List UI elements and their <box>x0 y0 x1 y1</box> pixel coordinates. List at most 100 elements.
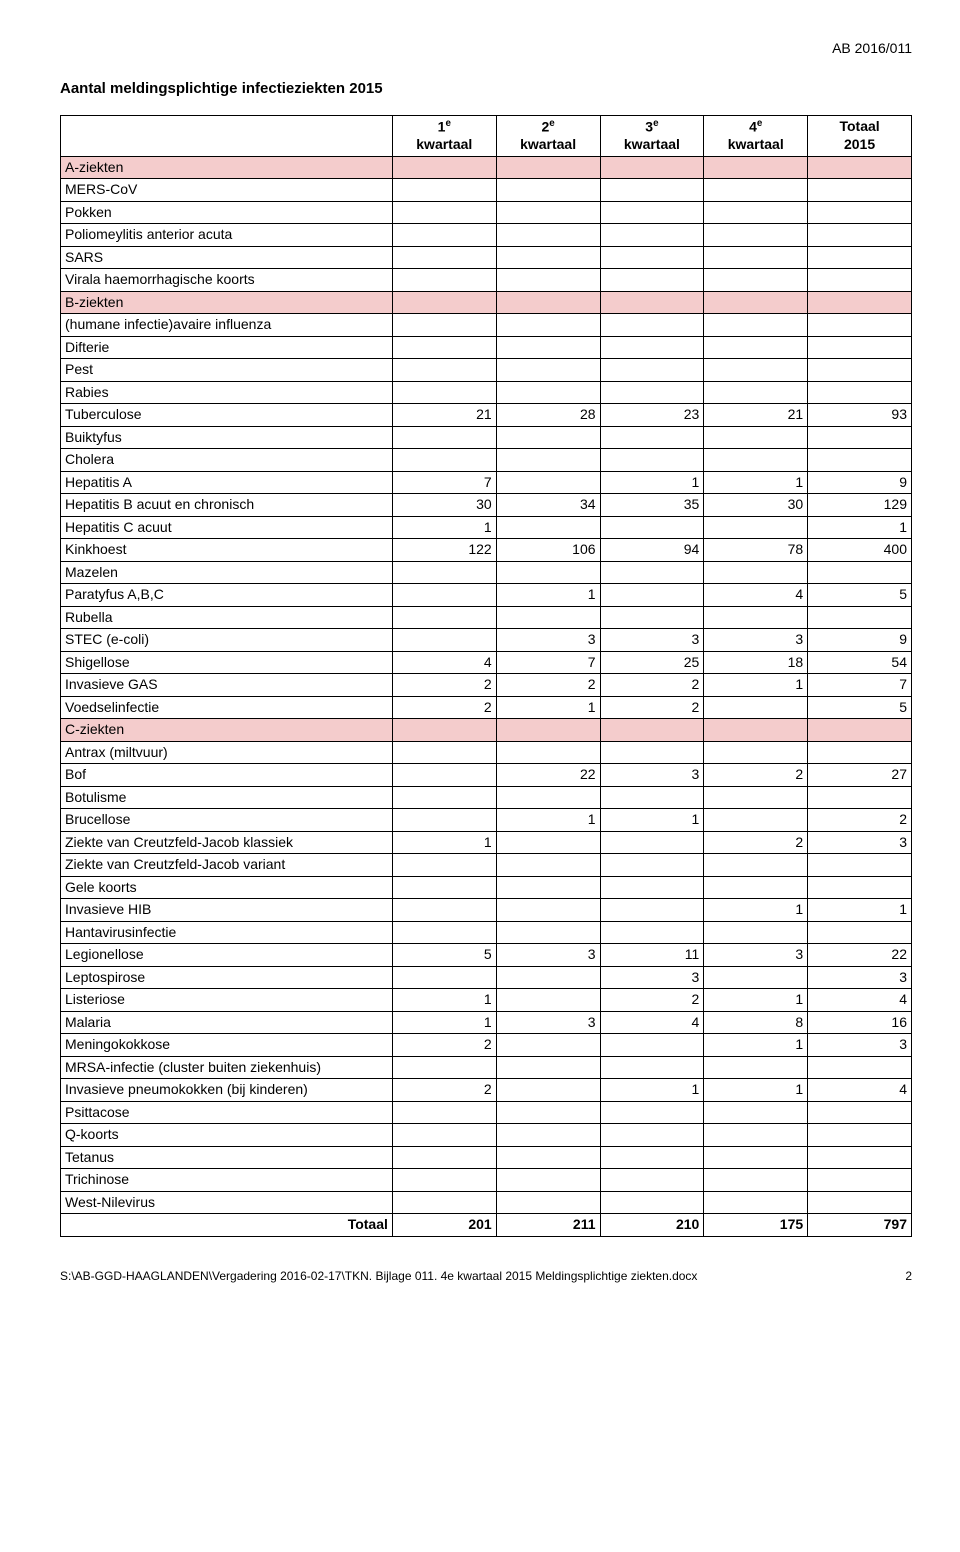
cell-value <box>392 224 496 247</box>
row-label: Invasieve GAS <box>61 674 393 697</box>
cell-value <box>392 899 496 922</box>
cell-value: 2 <box>392 674 496 697</box>
cell-value <box>704 786 808 809</box>
row-label: Trichinose <box>61 1169 393 1192</box>
cell-value <box>496 336 600 359</box>
table-row: Malaria134816 <box>61 1011 912 1034</box>
cell-value <box>496 269 600 292</box>
table-row: Buiktyfus <box>61 426 912 449</box>
cell-value: 3 <box>600 629 704 652</box>
cell-value: 129 <box>808 494 912 517</box>
row-label: MRSA-infectie (cluster buiten ziekenhuis… <box>61 1056 393 1079</box>
row-label: Malaria <box>61 1011 393 1034</box>
row-label: Virala haemorrhagische koorts <box>61 269 393 292</box>
cell-value <box>704 561 808 584</box>
cell-value: 11 <box>600 944 704 967</box>
cell-value: 106 <box>496 539 600 562</box>
cell-value <box>704 719 808 742</box>
cell-value: 2 <box>392 696 496 719</box>
row-label: B-ziekten <box>61 291 393 314</box>
cell-value <box>704 314 808 337</box>
cell-value <box>496 719 600 742</box>
cell-value: 2 <box>808 809 912 832</box>
cell-value <box>704 809 808 832</box>
table-row: Difterie <box>61 336 912 359</box>
cell-value <box>496 561 600 584</box>
cell-value: 1 <box>600 471 704 494</box>
cell-value <box>704 1056 808 1079</box>
cell-value <box>600 1169 704 1192</box>
cell-value <box>392 809 496 832</box>
cell-value: 1 <box>704 899 808 922</box>
col-header-q3: 3ekwartaal <box>600 116 704 157</box>
cell-value <box>808 719 912 742</box>
table-row: Legionellose5311322 <box>61 944 912 967</box>
cell-value <box>392 201 496 224</box>
cell-value <box>808 1124 912 1147</box>
cell-value: 1 <box>704 674 808 697</box>
cell-value <box>600 336 704 359</box>
data-table: 1ekwartaal 2ekwartaal 3ekwartaal 4ekwart… <box>60 115 912 1237</box>
cell-value <box>808 606 912 629</box>
row-label: Invasieve pneumokokken (bij kinderen) <box>61 1079 393 1102</box>
cell-value <box>496 786 600 809</box>
cell-value <box>496 291 600 314</box>
cell-value <box>704 1169 808 1192</box>
cell-value <box>808 179 912 202</box>
cell-value: 3 <box>808 831 912 854</box>
table-row: Paratyfus A,B,C145 <box>61 584 912 607</box>
table-row: Poliomeylitis anterior acuta <box>61 224 912 247</box>
cell-value: 2 <box>392 1079 496 1102</box>
cell-value: 1 <box>704 989 808 1012</box>
table-row: Invasieve GAS22217 <box>61 674 912 697</box>
cell-value <box>392 561 496 584</box>
cell-value <box>600 1146 704 1169</box>
col-header-q1: 1ekwartaal <box>392 116 496 157</box>
cell-value <box>496 1191 600 1214</box>
cell-value: 5 <box>392 944 496 967</box>
cell-value <box>704 921 808 944</box>
cell-value: 4 <box>704 584 808 607</box>
cell-value: 797 <box>808 1214 912 1237</box>
table-row: Virala haemorrhagische koorts <box>61 269 912 292</box>
document-code: AB 2016/011 <box>60 40 912 56</box>
cell-value <box>600 314 704 337</box>
cell-value <box>600 606 704 629</box>
cell-value <box>496 606 600 629</box>
cell-value <box>600 246 704 269</box>
cell-value <box>496 876 600 899</box>
cell-value <box>600 921 704 944</box>
cell-value <box>704 156 808 179</box>
row-label: Hepatitis B acuut en chronisch <box>61 494 393 517</box>
row-label: (humane infectie)avaire influenza <box>61 314 393 337</box>
cell-value <box>392 741 496 764</box>
cell-value: 1 <box>392 1011 496 1034</box>
table-header-row: 1ekwartaal 2ekwartaal 3ekwartaal 4ekwart… <box>61 116 912 157</box>
cell-value: 3 <box>808 1034 912 1057</box>
cell-value: 9 <box>808 629 912 652</box>
cell-value <box>496 966 600 989</box>
cell-value <box>704 426 808 449</box>
cell-value: 7 <box>808 674 912 697</box>
cell-value <box>392 381 496 404</box>
cell-value <box>392 336 496 359</box>
row-label: Q-koorts <box>61 1124 393 1147</box>
table-row: Mazelen <box>61 561 912 584</box>
cell-value <box>704 449 808 472</box>
cell-value: 23 <box>600 404 704 427</box>
cell-value <box>600 561 704 584</box>
cell-value: 54 <box>808 651 912 674</box>
cell-value <box>392 449 496 472</box>
cell-value <box>808 381 912 404</box>
cell-value <box>808 269 912 292</box>
row-label: Leptospirose <box>61 966 393 989</box>
cell-value <box>704 291 808 314</box>
cell-value: 3 <box>808 966 912 989</box>
cell-value <box>600 1056 704 1079</box>
cell-value: 21 <box>392 404 496 427</box>
table-row: Cholera <box>61 449 912 472</box>
cell-value <box>808 449 912 472</box>
table-row: Tuberculose2128232193 <box>61 404 912 427</box>
table-row: Q-koorts <box>61 1124 912 1147</box>
cell-value <box>600 381 704 404</box>
